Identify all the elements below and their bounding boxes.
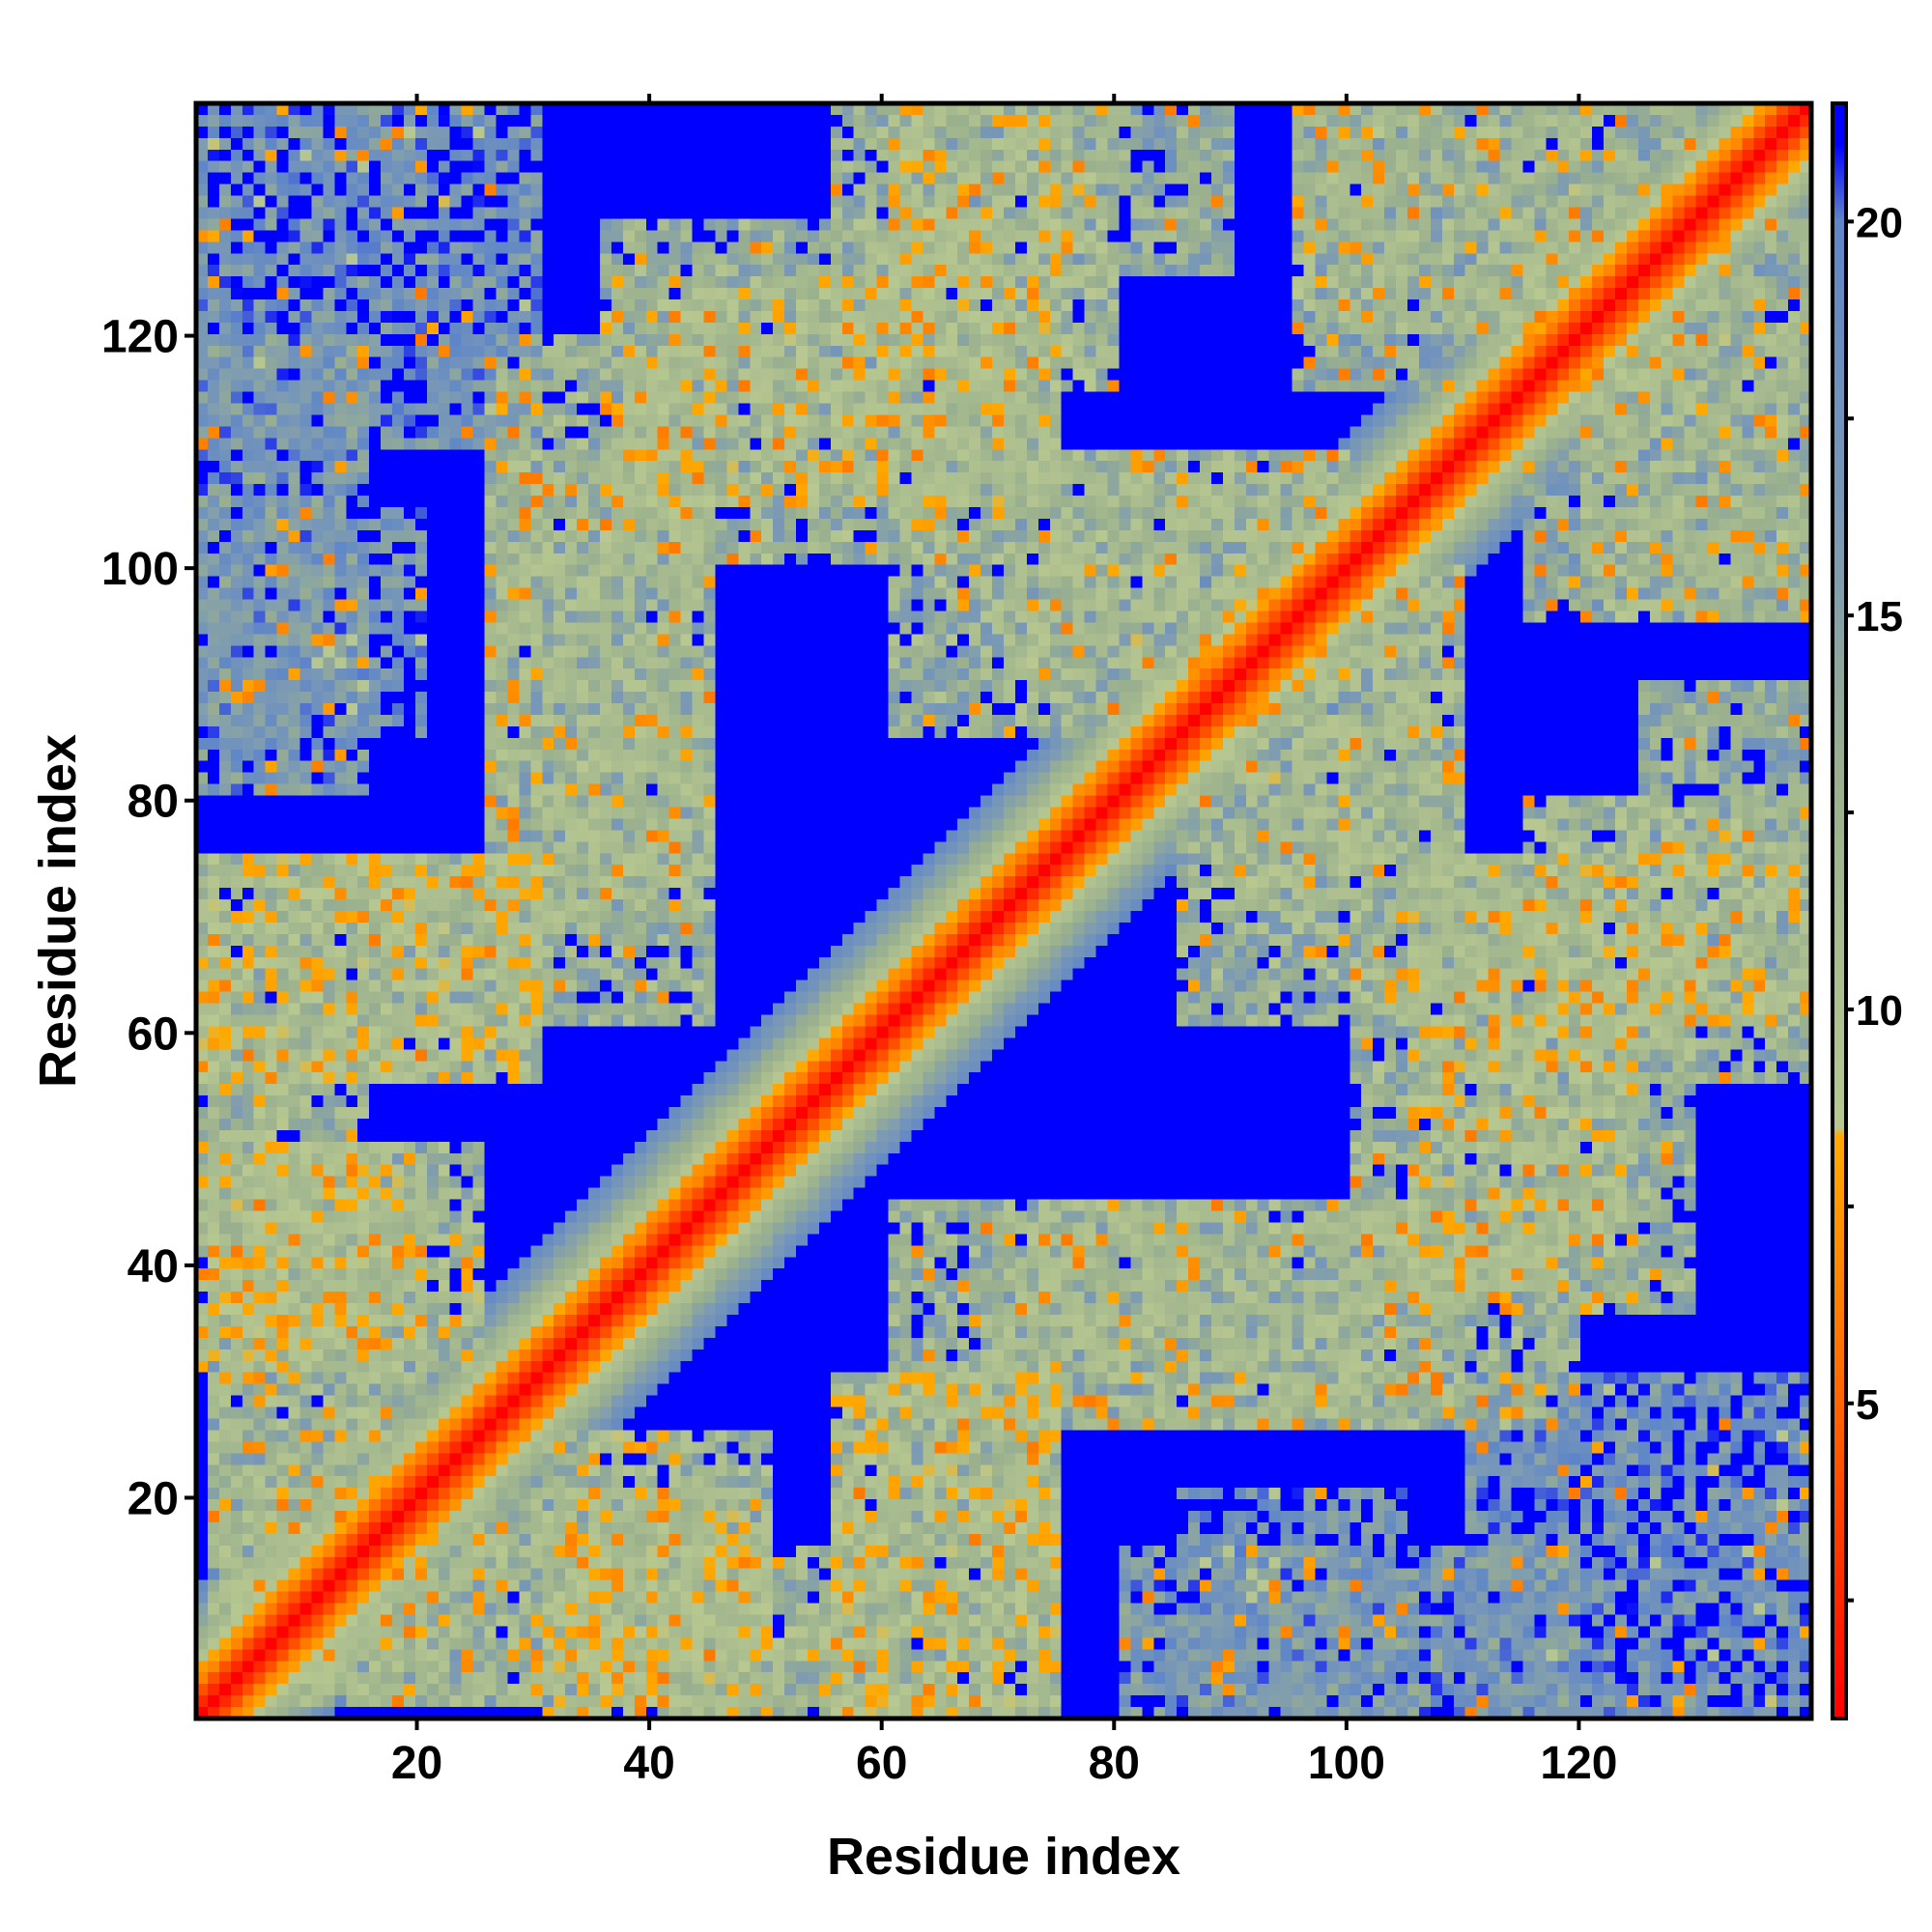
x-axis-title: Residue index [827, 1828, 1180, 1886]
heatmap-plot-area [196, 103, 1811, 1719]
colorbar-tick-label: 10 [1856, 987, 1903, 1035]
x-tick-label: 120 [1540, 1738, 1617, 1789]
y-tick-label: 40 [128, 1241, 179, 1293]
colorbar-tick-label: 15 [1856, 593, 1903, 640]
plot-frame [193, 100, 1814, 1721]
colorbar-gradient [1831, 101, 1848, 1720]
y-tick-label: 20 [128, 1473, 179, 1524]
colorbar-tick-label: 20 [1856, 199, 1903, 246]
y-tick-label: 120 [101, 312, 179, 363]
colorbar: 5 10 15 20 [1831, 101, 1903, 1720]
x-tick-label: 100 [1308, 1738, 1385, 1789]
y-tick-label: 60 [128, 1009, 179, 1060]
y-tick-label: 100 [101, 544, 179, 595]
x-tick-label: 80 [1089, 1738, 1140, 1789]
y-axis-title: Residue index [29, 734, 87, 1088]
x-tick-label: 20 [391, 1738, 442, 1789]
x-tick-label: 60 [856, 1738, 907, 1789]
x-axis: 20 40 60 80 100 120 [391, 94, 1617, 1789]
x-tick-label: 40 [623, 1738, 674, 1789]
y-axis: 20 40 60 80 100 120 [101, 312, 196, 1524]
colorbar-tick-label: 5 [1856, 1381, 1879, 1429]
y-tick-label: 80 [128, 777, 179, 828]
